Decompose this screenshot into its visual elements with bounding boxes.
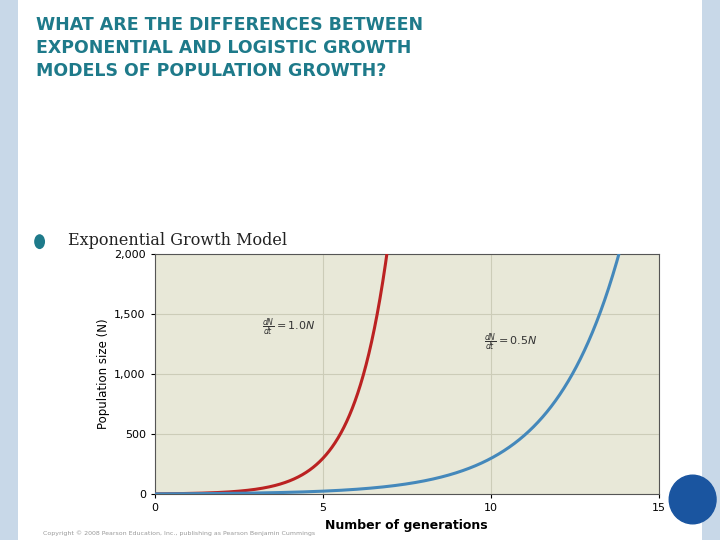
Text: Exponential Growth Model: Exponential Growth Model [68,232,287,249]
X-axis label: Number of generations: Number of generations [325,519,488,532]
Text: $\frac{dN}{dt}$$\mathit{=1.0N}$: $\frac{dN}{dt}$$\mathit{=1.0N}$ [262,316,316,338]
Y-axis label: Population size (N): Population size (N) [97,319,110,429]
Text: Copyright © 2008 Pearson Education, Inc., publishing as Pearson Benjamin Cumming: Copyright © 2008 Pearson Education, Inc.… [43,530,315,536]
Text: $\frac{dN}{dt}$$\mathit{=0.5N}$: $\frac{dN}{dt}$$\mathit{=0.5N}$ [484,332,538,353]
Text: WHAT ARE THE DIFFERENCES BETWEEN
EXPONENTIAL AND LOGISTIC GROWTH
MODELS OF POPUL: WHAT ARE THE DIFFERENCES BETWEEN EXPONEN… [36,16,423,80]
Circle shape [33,233,46,250]
